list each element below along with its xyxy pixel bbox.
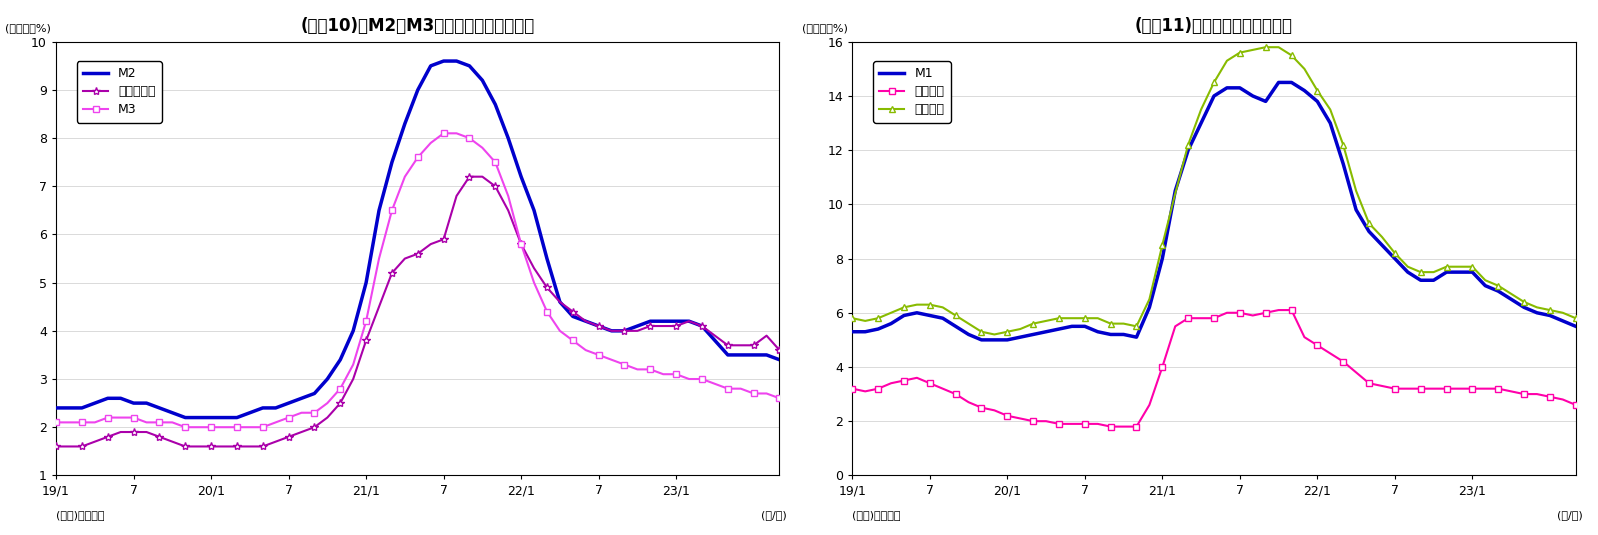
Text: (資料)日本銀行: (資料)日本銀行 [852,510,901,520]
Legend: M2, 広義流動性, M3: M2, 広義流動性, M3 [77,61,161,123]
Title: (図褈11)　現金・預金の伸び率: (図褈11) 現金・預金の伸び率 [1135,17,1293,35]
Text: (年/月): (年/月) [1556,510,1584,520]
Text: (前年比、%): (前年比、%) [5,23,51,33]
Text: (前年比、%): (前年比、%) [802,23,847,33]
Legend: M1, 現金通貨, 預金通貨: M1, 現金通貨, 預金通貨 [873,61,951,123]
Text: (資料)日本銀行: (資料)日本銀行 [56,510,104,520]
Text: (年/月): (年/月) [761,510,786,520]
Title: (図褈10)　M2、M3、広義流動性の伸び率: (図褈10) M2、M3、広義流動性の伸び率 [300,17,535,35]
